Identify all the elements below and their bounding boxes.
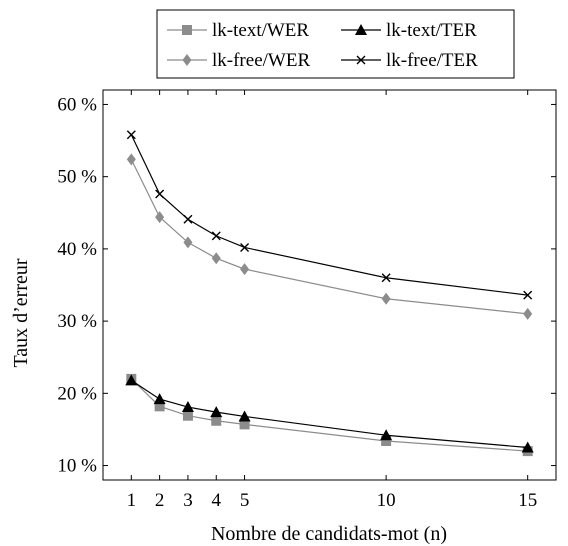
data-point	[240, 263, 250, 276]
data-point	[238, 410, 251, 422]
data-point	[381, 292, 391, 305]
data-point	[521, 441, 534, 453]
legend-label: lk-text/TER	[386, 20, 477, 41]
series-lk-text-ter	[125, 374, 534, 453]
data-point	[523, 307, 533, 320]
plot-marks	[125, 130, 534, 457]
legend-marker	[355, 24, 367, 35]
x-tick-label: 5	[240, 490, 250, 511]
x-tick-label: 3	[183, 490, 193, 511]
data-point	[183, 214, 193, 224]
legend-item: lk-free/TER	[341, 50, 478, 71]
legend-box	[156, 9, 515, 79]
data-point	[155, 211, 165, 224]
data-point	[211, 415, 222, 426]
data-point	[240, 242, 250, 252]
y-tick-label: 60 %	[57, 94, 97, 115]
data-point	[381, 273, 391, 283]
x-tick-label: 15	[518, 490, 537, 511]
data-point	[153, 393, 166, 405]
data-point	[380, 429, 393, 441]
x-tick-label: 1	[127, 490, 137, 511]
data-point	[154, 401, 165, 412]
data-point	[182, 410, 193, 421]
x-tick-label: 4	[212, 490, 222, 511]
data-point	[155, 189, 165, 199]
series-lk-free-wer	[126, 153, 533, 320]
legend-item: lk-text/WER	[167, 20, 309, 41]
data-point	[181, 401, 194, 413]
y-tick-label: 50 %	[57, 167, 97, 188]
x-tick-label: 2	[155, 490, 165, 511]
y-axis-label: Taux d’erreur	[10, 258, 32, 367]
legend-label: lk-free/TER	[386, 50, 478, 71]
data-point	[523, 290, 533, 300]
series-lk-text-wer	[126, 373, 533, 457]
legend-label: lk-free/WER	[212, 50, 310, 71]
y-tick-label: 10 %	[57, 456, 97, 477]
y-tick-label: 40 %	[57, 239, 97, 260]
legend-label: lk-text/WER	[212, 20, 309, 41]
series-line	[130, 134, 528, 296]
data-point	[211, 231, 221, 241]
y-tick-label: 30 %	[57, 311, 97, 332]
legend-item: lk-free/WER	[167, 50, 310, 71]
legend-marker	[356, 55, 366, 65]
plot-frame	[102, 89, 557, 481]
data-point	[126, 130, 136, 140]
y-tick-label: 20 %	[57, 383, 97, 404]
legend: lk-text/WER lk-text/TER lk-free/WER lk-free…	[156, 9, 515, 79]
data-point	[381, 436, 392, 446]
data-point	[125, 374, 138, 386]
series-line	[130, 159, 528, 315]
legend-marker	[182, 25, 192, 35]
data-point	[211, 252, 221, 265]
x-tick-label: 10	[377, 490, 396, 511]
legend-marker	[182, 54, 192, 66]
data-point	[183, 236, 193, 249]
series-lk-free-ter	[126, 130, 533, 300]
x-axis-label: Nombre de candidats-mot (n)	[211, 523, 447, 545]
data-point	[210, 406, 223, 418]
data-point	[126, 153, 136, 166]
legend-item: lk-text/TER	[341, 20, 477, 41]
data-point	[239, 419, 250, 430]
axes: 10 % 20 % 30 % 40 % 50 % 60 % 1 2 3 4 5 10 15	[57, 89, 557, 511]
